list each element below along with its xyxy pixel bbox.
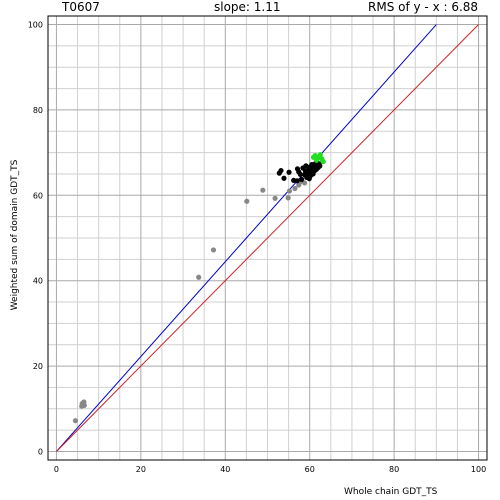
- data-point: [317, 163, 323, 169]
- data-point: [312, 153, 318, 159]
- y-tick-label: 40: [33, 277, 43, 286]
- y-axis-label: Weighted sum of domain GDT_TS: [10, 159, 20, 310]
- y-tick-label: 60: [33, 191, 43, 200]
- slope-readout: slope: 1.11: [214, 0, 281, 14]
- x-tick-label: 20: [136, 465, 146, 474]
- data-point: [281, 175, 287, 181]
- data-point: [294, 178, 300, 184]
- y-tick-label: 0: [38, 447, 43, 456]
- data-point: [302, 180, 308, 186]
- data-point: [292, 185, 298, 192]
- data-point: [81, 402, 87, 408]
- reference-line: [56, 24, 479, 452]
- x-tick-label: 60: [305, 465, 315, 474]
- data-point: [286, 188, 293, 194]
- plot-frame: [47, 15, 488, 461]
- reference-lines: [56, 24, 479, 452]
- data-point: [272, 195, 278, 201]
- y-tick-labels: 0 20 40 60 80 100: [28, 21, 43, 457]
- x-tick-label: 100: [471, 465, 486, 474]
- y-tick-label: 100: [28, 21, 43, 30]
- data-point: [320, 158, 326, 165]
- data-point: [260, 187, 266, 193]
- data-point: [210, 247, 217, 253]
- data-point: [196, 274, 202, 280]
- data-point: [286, 169, 292, 175]
- x-tick-label: 40: [220, 465, 230, 474]
- major-grid: [48, 16, 487, 460]
- data-point: [297, 171, 304, 177]
- data-point: [317, 152, 323, 158]
- y-tick-label: 20: [33, 362, 43, 371]
- reference-line: [56, 24, 437, 452]
- data-point: [299, 176, 305, 183]
- target-id: T0607: [62, 0, 100, 14]
- data-points: [72, 152, 326, 424]
- x-tick-label: 80: [389, 465, 399, 474]
- data-point: [72, 418, 79, 424]
- data-point: [278, 167, 284, 174]
- x-tick-label: 0: [54, 465, 59, 474]
- y-tick-label: 80: [33, 106, 43, 115]
- data-point: [285, 195, 291, 201]
- x-tick-labels: 0 20 40 60 80 100: [54, 465, 486, 474]
- rms-readout: RMS of y - x : 6.88: [368, 0, 479, 14]
- x-axis-label: Whole chain GDT_TS: [344, 487, 438, 497]
- data-point: [244, 198, 250, 204]
